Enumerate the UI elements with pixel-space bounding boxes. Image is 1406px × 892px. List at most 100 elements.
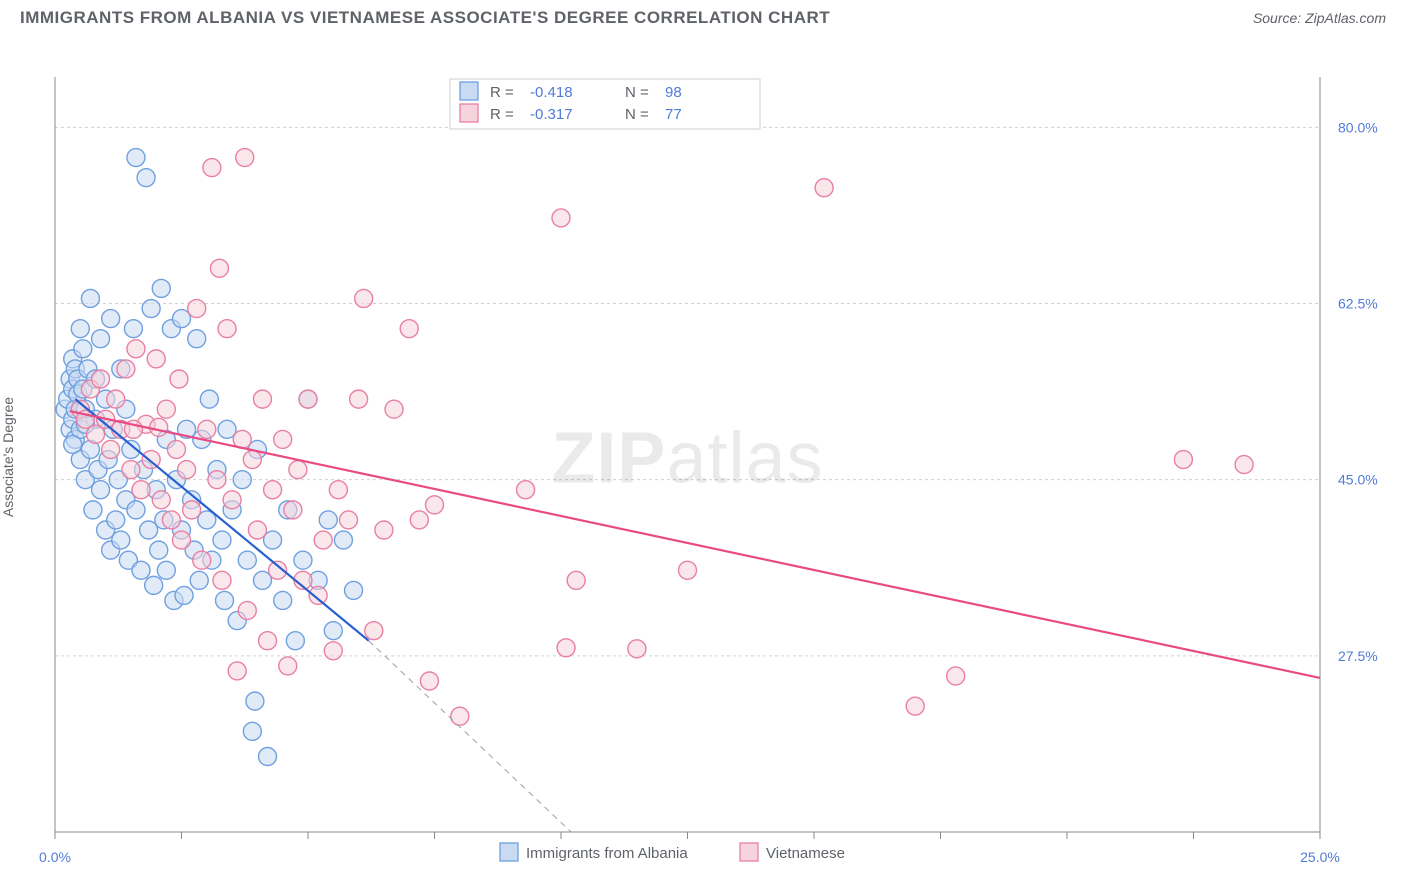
data-point xyxy=(552,209,570,227)
data-point xyxy=(906,697,924,715)
data-point xyxy=(150,418,168,436)
data-point xyxy=(355,289,373,307)
legend-label: Vietnamese xyxy=(766,845,845,862)
legend-n-label: N = xyxy=(625,84,649,101)
data-point xyxy=(420,672,438,690)
data-point xyxy=(339,511,357,529)
data-point xyxy=(1235,456,1253,474)
legend-r-value: -0.317 xyxy=(530,106,573,123)
data-point xyxy=(127,149,145,167)
data-point xyxy=(334,531,352,549)
data-point xyxy=(238,602,256,620)
watermark: ZIPatlas xyxy=(551,419,823,499)
data-point xyxy=(228,662,246,680)
data-point xyxy=(385,400,403,418)
chart-title: IMMIGRANTS FROM ALBANIA VS VIETNAMESE AS… xyxy=(20,8,830,28)
chart-container: Associate's Degree 27.5% 45.0% 62.5% 80.0% 0… xyxy=(0,32,1406,882)
data-point xyxy=(264,481,282,499)
data-point xyxy=(203,159,221,177)
data-point xyxy=(92,481,110,499)
y-tick-label: 45.0% xyxy=(1338,472,1378,488)
data-point xyxy=(132,561,150,579)
source-attribution: Source: ZipAtlas.com xyxy=(1253,10,1386,26)
data-point xyxy=(400,320,418,338)
data-point xyxy=(426,496,444,514)
data-point xyxy=(243,722,261,740)
trend-line-extension xyxy=(369,641,571,832)
data-point xyxy=(84,501,102,519)
data-point xyxy=(567,571,585,589)
data-point xyxy=(259,748,277,766)
x-tick-label: 0.0% xyxy=(39,849,71,865)
data-point xyxy=(238,551,256,569)
data-point xyxy=(81,289,99,307)
data-point xyxy=(236,149,254,167)
data-point xyxy=(375,521,393,539)
data-point xyxy=(233,471,251,489)
data-point xyxy=(107,390,125,408)
data-point xyxy=(122,461,140,479)
data-point xyxy=(145,576,163,594)
data-point xyxy=(410,511,428,529)
data-point xyxy=(299,390,317,408)
data-point xyxy=(216,591,234,609)
data-point xyxy=(208,471,226,489)
y-tick-label: 62.5% xyxy=(1338,296,1378,312)
data-point xyxy=(167,440,185,458)
data-point xyxy=(102,440,120,458)
data-point xyxy=(127,340,145,358)
data-point xyxy=(157,561,175,579)
data-point xyxy=(253,390,271,408)
source-link[interactable]: ZipAtlas.com xyxy=(1305,10,1386,26)
data-point xyxy=(246,692,264,710)
source-prefix: Source: xyxy=(1253,10,1305,26)
data-point xyxy=(64,435,82,453)
data-point xyxy=(112,531,130,549)
data-point xyxy=(286,632,304,650)
data-point xyxy=(350,390,368,408)
data-point xyxy=(679,561,697,579)
data-point xyxy=(173,531,191,549)
legend-swatch xyxy=(460,104,478,122)
data-point xyxy=(127,501,145,519)
data-point xyxy=(324,622,342,640)
data-point xyxy=(107,511,125,529)
data-point xyxy=(248,521,266,539)
legend-r-label: R = xyxy=(490,84,514,101)
data-point xyxy=(178,461,196,479)
data-point xyxy=(210,259,228,277)
data-point xyxy=(188,300,206,318)
data-point xyxy=(102,310,120,328)
data-point xyxy=(74,340,92,358)
data-point xyxy=(188,330,206,348)
data-point xyxy=(345,581,363,599)
y-axis-label: Associate's Degree xyxy=(0,397,16,517)
data-point xyxy=(117,360,135,378)
data-point xyxy=(142,300,160,318)
data-point xyxy=(279,657,297,675)
data-point xyxy=(451,707,469,725)
data-point xyxy=(294,551,312,569)
legend-r-value: -0.418 xyxy=(530,84,573,101)
scatter-chart: 27.5% 45.0% 62.5% 80.0% 0.0% 25.0% ZIPatlas R =… xyxy=(0,32,1406,882)
data-point xyxy=(92,330,110,348)
data-point xyxy=(1174,451,1192,469)
data-point xyxy=(162,511,180,529)
data-point xyxy=(92,370,110,388)
data-point xyxy=(628,640,646,658)
data-point xyxy=(183,501,201,519)
legend-r-label: R = xyxy=(490,106,514,123)
y-tick-label: 80.0% xyxy=(1338,119,1378,135)
y-tick-label: 27.5% xyxy=(1338,648,1378,664)
data-point xyxy=(274,430,292,448)
data-point xyxy=(259,632,277,650)
data-point xyxy=(815,179,833,197)
data-point xyxy=(147,350,165,368)
data-point xyxy=(289,461,307,479)
legend-label: Immigrants from Albania xyxy=(526,845,688,862)
data-point xyxy=(223,491,241,509)
x-tick-label: 25.0% xyxy=(1300,849,1340,865)
legend-n-label: N = xyxy=(625,106,649,123)
data-point xyxy=(309,586,327,604)
data-point xyxy=(274,591,292,609)
